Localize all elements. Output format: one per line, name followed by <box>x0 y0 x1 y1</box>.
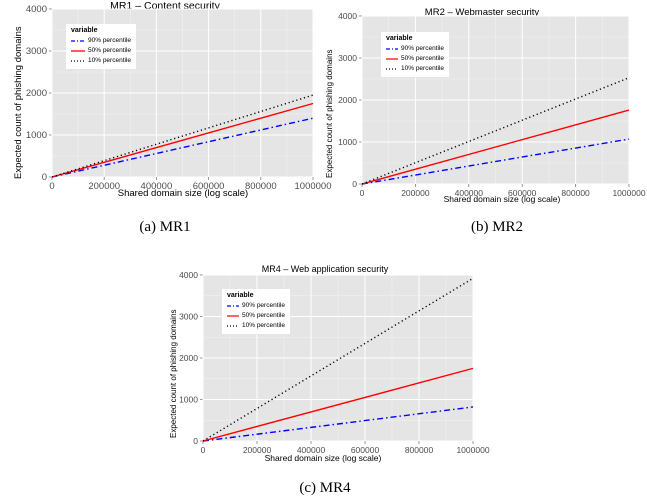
legend-label: 90% percentile <box>242 302 285 309</box>
x-tick-label: 0 <box>360 188 365 198</box>
legend-label: 10% percentile <box>88 57 131 64</box>
x-tick-label: 200000 <box>401 188 430 198</box>
x-tick-label: 1000000 <box>612 188 645 198</box>
y-axis-label: Expected count of phishing domains <box>169 309 178 438</box>
legend-swatch-blue-dashdot <box>386 48 398 50</box>
series-line-2 <box>51 94 314 178</box>
y-tick-label: 2000 <box>26 88 47 99</box>
legend-swatch-blue-dashdot <box>71 40 85 42</box>
y-tick-label: 0 <box>352 179 357 189</box>
legend: variable 90% percentile 50% percentile 1… <box>66 24 136 69</box>
figure-mr1: MR1 – Content security 0 1000 2000 3000 4000… <box>0 0 332 245</box>
x-tick-label: 400000 <box>297 445 326 455</box>
y-axis-label: Expected count of phishing domains <box>13 26 24 179</box>
caption: (b) MR2 <box>470 219 524 235</box>
legend-label: 90% percentile <box>88 37 131 44</box>
y-tick-label: 3000 <box>338 53 357 63</box>
legend-swatch-black-dotted <box>227 325 239 327</box>
x-axis-label: Shared domain size (log scale) <box>264 453 382 463</box>
x-axis-label: Shared domain size (log scale) <box>443 194 561 204</box>
series-line-0 <box>51 117 314 178</box>
x-tick-label: 800000 <box>405 445 434 455</box>
x-tick-label: 800000 <box>245 181 277 192</box>
legend-label: 50% percentile <box>242 312 285 319</box>
caption: (a) MR1 <box>139 219 191 235</box>
x-tick-label: 800000 <box>561 188 590 198</box>
legend-label: 10% percentile <box>242 322 285 329</box>
legend: variable 90% percentile 50% percentile 1… <box>381 32 449 77</box>
series-line-1 <box>202 367 474 442</box>
legend-item-50: 50% percentile <box>227 311 285 321</box>
chart-title: MR4 – Web application security <box>261 264 389 274</box>
legend-label: 50% percentile <box>401 55 444 62</box>
x-tick-label: 1000000 <box>295 181 332 192</box>
series-line-2 <box>202 277 474 442</box>
legend-swatch-red-solid <box>386 58 398 60</box>
x-tick-label: 400000 <box>455 188 484 198</box>
y-tick-label: 4000 <box>179 270 198 280</box>
chart-title: MR2 – Webmaster security <box>424 7 540 18</box>
y-tick-label: 1000 <box>338 137 357 147</box>
figure-mr2: MR2 – Webmaster security 0 1000 2000 3000 40… <box>317 0 647 245</box>
legend-item-10: 10% percentile <box>227 321 285 331</box>
y-tick-label: 1000 <box>179 395 198 405</box>
series-line-1 <box>51 102 314 178</box>
legend-item-50: 50% percentile <box>71 46 131 56</box>
legend: variable 90% percentile 50% percentile 1… <box>222 289 290 334</box>
legend-item-90: 90% percentile <box>386 44 444 54</box>
legend-swatch-blue-dashdot <box>227 305 239 307</box>
legend-label: 10% percentile <box>401 65 444 72</box>
y-axis-label: Expected count of phishing domains <box>325 49 334 178</box>
legend-swatch-red-solid <box>71 50 85 52</box>
legend-swatch-red-solid <box>227 315 239 317</box>
x-tick-label: 600000 <box>193 181 225 192</box>
x-tick-label: 0 <box>201 445 206 455</box>
legend-item-50: 50% percentile <box>386 54 444 64</box>
legend-item-90: 90% percentile <box>71 36 131 46</box>
y-tick-label: 4000 <box>26 4 47 15</box>
x-tick-label: 200000 <box>88 181 120 192</box>
y-tick-label: 3000 <box>26 46 47 57</box>
legend-title: variable <box>386 35 413 42</box>
legend-title: variable <box>227 292 254 299</box>
caption: (c) MR4 <box>299 480 351 496</box>
chart-mr4-plot: 0 1000 2000 3000 4000 0 200000 400000 600000 8000… <box>179 270 490 455</box>
legend-swatch-black-dotted <box>71 60 85 62</box>
x-tick-label: 200000 <box>243 445 272 455</box>
x-axis-label: Shared domain size (log scale) <box>117 188 249 199</box>
x-tick-label: 1000000 <box>456 445 489 455</box>
legend-swatch-black-dotted <box>386 68 398 70</box>
x-tick-label: 600000 <box>508 188 537 198</box>
y-tick-label: 0 <box>193 436 198 446</box>
figure-mr4: MR4 – Web application security 0 1000 2000… <box>160 252 490 504</box>
y-tick-label: 4000 <box>338 11 357 21</box>
y-tick-label: 2000 <box>338 95 357 105</box>
legend-label: 90% percentile <box>401 45 444 52</box>
series-line-0 <box>361 138 630 185</box>
chart-mr2-plot: 0 1000 2000 3000 4000 0 200000 400000 600000 8000… <box>338 11 646 198</box>
y-tick-label: 1000 <box>26 130 47 141</box>
legend-label: 50% percentile <box>88 47 131 54</box>
legend-item-10: 10% percentile <box>386 64 444 74</box>
legend-item-10: 10% percentile <box>71 56 131 66</box>
chart-mr1-plot: 0 1000 2000 3000 4000 0 200000 400000 600000 8000… <box>26 4 332 192</box>
legend-item-90: 90% percentile <box>227 301 285 311</box>
x-tick-label: 600000 <box>351 445 380 455</box>
x-tick-label: 0 <box>49 181 54 192</box>
y-tick-label: 2000 <box>179 353 198 363</box>
x-tick-label: 400000 <box>141 181 173 192</box>
y-tick-label: 0 <box>42 172 47 183</box>
y-tick-label: 3000 <box>179 312 198 322</box>
series-line-0 <box>202 406 474 442</box>
series-line-1 <box>361 109 630 185</box>
legend-title: variable <box>71 27 98 34</box>
